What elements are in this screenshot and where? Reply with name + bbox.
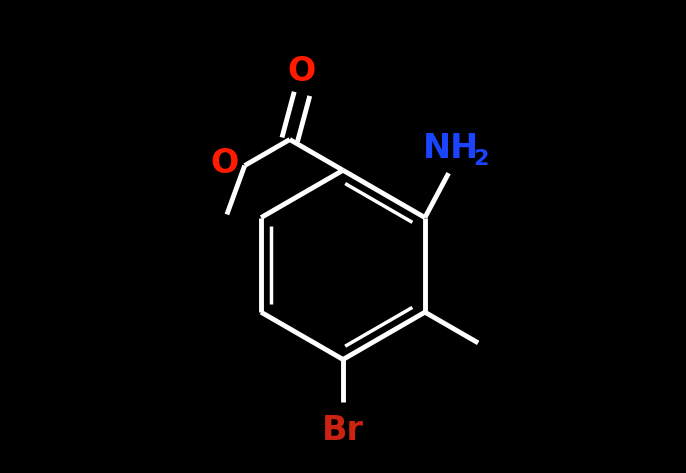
Text: O: O: [288, 55, 316, 88]
Text: O: O: [211, 147, 239, 180]
Text: NH: NH: [423, 131, 479, 165]
Text: 2: 2: [473, 149, 488, 169]
Text: Br: Br: [322, 414, 364, 447]
